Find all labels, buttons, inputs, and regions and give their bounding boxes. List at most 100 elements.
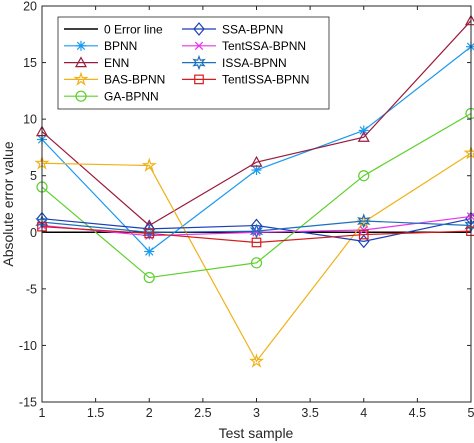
- axes: 1 1.5 2 2.5 3 3.5 4 4.5 5 -15 -10 -5 0 5 10 15 20: [19, 0, 474, 420]
- series-tentissa-bpnn-point-shape: [251, 237, 262, 248]
- series-bas-bpnn-point-shape: [248, 353, 265, 368]
- plot-area: [34, 14, 474, 368]
- legend-entry: TentISSA-BPNN: [182, 73, 309, 87]
- series-bpnn-point: [358, 125, 369, 136]
- legend-entry: SSA-BPNN: [182, 22, 283, 36]
- series-ga-bpnn-point-shape: [250, 257, 263, 269]
- legend-label: ENN: [104, 56, 129, 70]
- series-ga-bpnn-point-shape: [143, 271, 155, 284]
- y-tick-label: 20: [23, 0, 37, 14]
- series-bas-bpnn-point: [141, 157, 157, 173]
- series-ga-bpnn-point: [143, 271, 155, 284]
- y-tick-label: 15: [23, 56, 37, 70]
- series-bas-bpnn-line: [41, 152, 472, 363]
- legend-swatch-marker: [193, 22, 205, 36]
- x-tick-label: 2: [146, 406, 153, 420]
- legend-swatch-marker: [192, 54, 206, 71]
- x-tick-label: 4.5: [409, 406, 426, 420]
- series-enn-point: [464, 14, 474, 26]
- y-tick-label: 5: [30, 169, 37, 183]
- series-issa-bpnn-point: [142, 224, 156, 240]
- series-enn-point: [250, 155, 263, 167]
- series-issa-bpnn-point-shape: [142, 224, 156, 240]
- series-tentissa-bpnn-point-shape: [358, 229, 369, 240]
- legend-entry: 0 Error line: [64, 22, 163, 36]
- series-issa-bpnn-point: [357, 213, 371, 229]
- series-tentissa-bpnn-point: [251, 237, 262, 248]
- legend-label: TentSSA-BPNN: [222, 39, 306, 53]
- series-tentssa-bpnn-point-stroke: [252, 228, 261, 237]
- series-issa-bpnn: [35, 213, 474, 240]
- x-tick-label: 4: [360, 406, 367, 420]
- series-enn-point: [357, 131, 370, 142]
- y-tick-label: -15: [19, 396, 37, 410]
- legend-swatch-marker: [194, 41, 204, 50]
- y-tick-label: 0: [30, 226, 37, 240]
- legend-label: BPNN: [104, 39, 137, 53]
- series-bas-bpnn-point: [356, 214, 372, 229]
- series-tentissa-bpnn-point: [358, 229, 369, 240]
- y-axis-title: Absolute error value: [0, 141, 16, 267]
- series-tentissa-bpnn-point: [144, 228, 155, 239]
- x-tick-label: 1: [39, 406, 46, 420]
- series-bpnn-point: [466, 41, 474, 52]
- series-issa-bpnn-point-shape: [249, 223, 264, 239]
- legend-entry: BPNN: [64, 39, 137, 53]
- legend-label: TentISSA-BPNN: [222, 73, 309, 87]
- series-ga-bpnn-point: [358, 170, 370, 182]
- legend-label: BAS-BPNN: [104, 73, 165, 87]
- series-bas-bpnn-point-shape: [141, 157, 157, 173]
- series-ga-bpnn-point-shape: [358, 170, 370, 182]
- series-enn-point-shape: [464, 14, 474, 26]
- y-tick-label: 10: [23, 113, 37, 127]
- series-enn-point-shape: [250, 155, 263, 167]
- legend-entry: ENN: [64, 56, 129, 70]
- series-bpnn-point: [144, 246, 155, 257]
- series-bpnn-point-stroke: [359, 126, 368, 135]
- legend-entry: GA-BPNN: [64, 90, 159, 104]
- series-bas-bpnn: [34, 145, 474, 368]
- legend-swatch-marker: [76, 40, 86, 51]
- legend-swatch-marker: [73, 71, 89, 86]
- series-tentissa-bpnn-line: [41, 226, 472, 244]
- legend-swatch-marker-shape: [192, 54, 206, 71]
- y-tick-label: -5: [26, 282, 37, 296]
- legend-label: SSA-BPNN: [222, 22, 283, 36]
- series-ga-bpnn: [36, 107, 474, 284]
- series-tentissa-bpnn-point-shape: [144, 228, 155, 239]
- legend-swatch-marker-stroke: [76, 41, 86, 50]
- series-ga-bpnn-point: [250, 257, 263, 269]
- series-enn-line: [41, 20, 472, 227]
- series-ga-bpnn-line: [41, 112, 472, 279]
- legend-entry: BAS-BPNN: [64, 71, 165, 87]
- legend-label: 0 Error line: [104, 22, 163, 36]
- legend-swatch-marker-shape: [194, 74, 204, 85]
- legend-swatch-marker: [75, 90, 87, 102]
- legend: 0 Error line BPNN ENN BAS-BPNN GA-BPNN SSA-BP…: [57, 16, 330, 110]
- legend-label: GA-BPNN: [104, 90, 159, 104]
- series-issa-bpnn-point: [249, 223, 264, 239]
- legend-swatch-marker: [74, 56, 88, 68]
- x-axis-title: Test sample: [219, 425, 294, 441]
- series-tentssa-bpnn-point: [252, 228, 261, 237]
- x-tick-label: 3: [253, 406, 260, 420]
- legend-swatch-marker: [194, 74, 204, 85]
- x-tick-label: 1.5: [87, 406, 104, 420]
- series-enn-point-shape: [357, 131, 370, 142]
- y-tick-label: -10: [19, 339, 37, 353]
- legend-entry: ISSA-BPNN: [182, 54, 287, 71]
- series-issa-bpnn-line: [41, 220, 472, 233]
- series-bas-bpnn-point-shape: [356, 214, 372, 229]
- series-bpnn-point-stroke: [252, 165, 261, 175]
- series-issa-bpnn-point-shape: [357, 213, 371, 229]
- x-tick-label: 3.5: [301, 406, 318, 420]
- x-tick-label: 2.5: [194, 406, 211, 420]
- series-bpnn-point-stroke: [145, 247, 154, 256]
- legend-label: ISSA-BPNN: [222, 56, 287, 70]
- legend-swatch-marker-stroke: [194, 41, 204, 50]
- legend-swatch-marker-shape: [73, 71, 89, 86]
- legend-swatch-marker-shape: [74, 56, 88, 68]
- x-tick-label: 5: [468, 406, 474, 420]
- series-bas-bpnn-point: [248, 353, 265, 368]
